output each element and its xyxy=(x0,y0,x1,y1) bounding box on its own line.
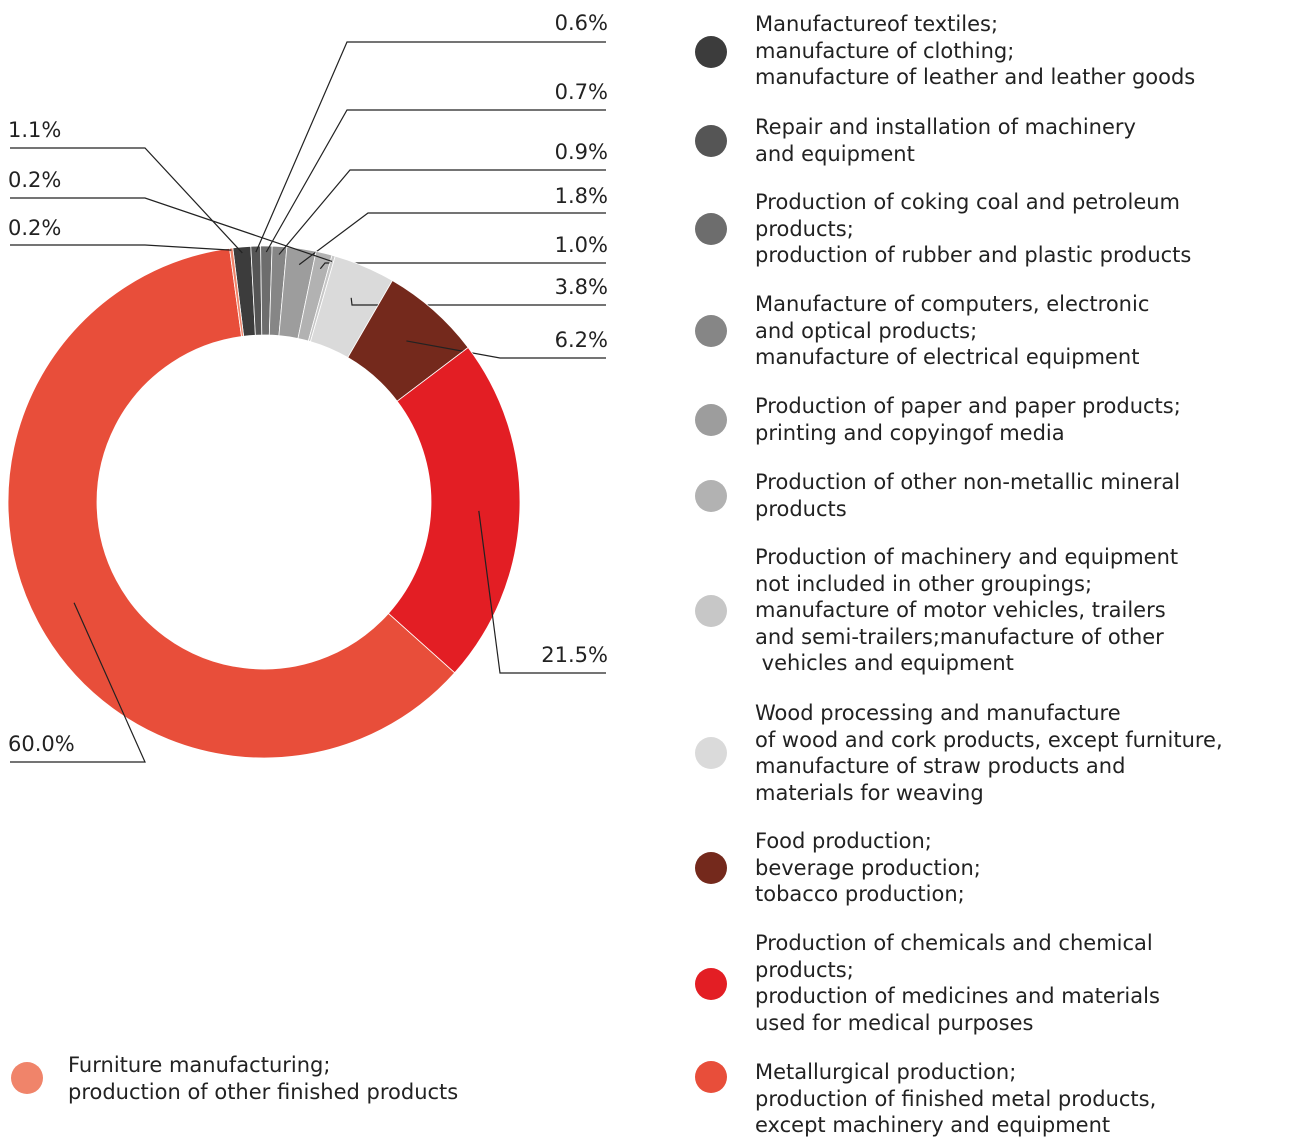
legend-swatch xyxy=(695,968,727,1000)
legend-swatch xyxy=(695,852,727,884)
leader-line xyxy=(350,297,606,306)
legend-swatch xyxy=(695,36,727,68)
leader-line xyxy=(265,109,606,253)
donut-slice xyxy=(387,346,521,674)
leader-line xyxy=(10,147,243,254)
leader-line xyxy=(10,602,146,763)
legend-label: Repair and installation of machinery and… xyxy=(755,115,1136,166)
legend-label: Production of machinery and equipment no… xyxy=(755,545,1179,675)
value-label: 1.0% xyxy=(555,233,608,257)
legend-swatch xyxy=(695,1061,727,1093)
value-label: 0.9% xyxy=(555,140,608,164)
leader-line xyxy=(319,262,606,270)
legend-swatch xyxy=(695,595,727,627)
leader-line xyxy=(255,41,606,253)
value-label: 0.2% xyxy=(8,168,61,192)
leader-line xyxy=(10,197,333,262)
value-label: 0.6% xyxy=(555,11,608,35)
legend-label: Wood processing and manufacture of wood … xyxy=(755,701,1223,805)
value-label: 1.1% xyxy=(8,118,61,142)
value-label: 60.0% xyxy=(8,732,75,756)
leader-line xyxy=(278,169,606,255)
donut-slice xyxy=(7,247,456,759)
legend-label: Food production; beverage production; to… xyxy=(755,829,981,906)
value-label: 21.5% xyxy=(541,643,608,667)
leader-line xyxy=(478,510,606,674)
donut-slice xyxy=(229,247,245,337)
legend-label: Manufacture of computers, electronic and… xyxy=(755,292,1150,369)
leader-line xyxy=(406,340,606,359)
value-label: 3.8% xyxy=(555,275,608,299)
legend-label: Manufactureof textiles; manufacture of c… xyxy=(755,12,1196,89)
legend-swatch xyxy=(695,404,727,436)
legend-swatch xyxy=(695,480,727,512)
legend-label: Production of chemicals and chemical pro… xyxy=(755,931,1160,1035)
legend-swatch xyxy=(11,1062,43,1094)
value-label: 0.2% xyxy=(8,216,61,240)
legend-label: Production of other non-metallic mineral… xyxy=(755,470,1181,521)
leader-line xyxy=(10,244,232,251)
legend-swatch xyxy=(695,213,727,245)
legend-label: Metallurgical production; production of … xyxy=(755,1060,1157,1137)
value-label: 6.2% xyxy=(555,328,608,352)
value-label: 1.8% xyxy=(555,184,608,208)
legend-swatch xyxy=(695,737,727,769)
legend-label: Furniture manufacturing; production of o… xyxy=(68,1053,459,1104)
value-label: 0.7% xyxy=(555,80,608,104)
legend-swatch xyxy=(695,125,727,157)
legend-label: Production of paper and paper products; … xyxy=(755,394,1181,445)
leader-line xyxy=(298,212,606,266)
legend-label: Production of coking coal and petroleum … xyxy=(755,190,1192,267)
legend-swatch xyxy=(695,315,727,347)
